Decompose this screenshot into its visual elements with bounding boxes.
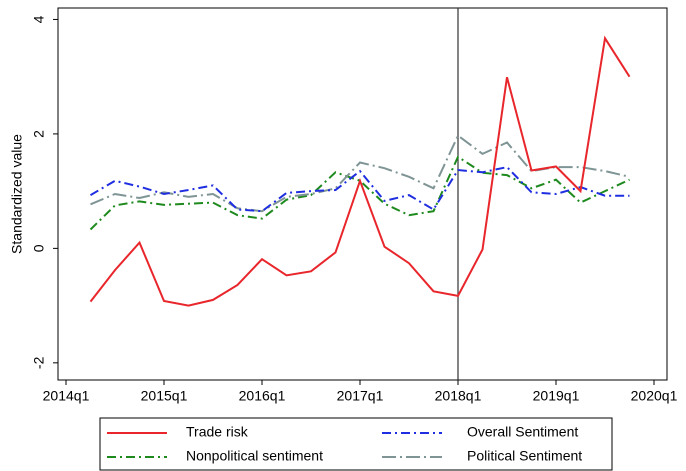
x-tick-label: 2016q1 — [239, 388, 286, 404]
legend-label: Overall Sentiment — [467, 424, 578, 440]
y-tick-label: 0 — [31, 244, 47, 252]
series-line — [89, 155, 630, 231]
series-line — [89, 166, 630, 213]
y-tick-label: -2 — [31, 356, 47, 369]
series-line — [89, 35, 631, 307]
legend-box — [99, 417, 613, 471]
x-tick-label: 2019q1 — [533, 388, 580, 404]
legend-label: Nonpolitical sentiment — [186, 448, 323, 464]
x-tick-label: 2014q1 — [43, 388, 90, 404]
legend-label: Trade risk — [186, 424, 249, 440]
x-tick-label: 2017q1 — [337, 388, 384, 404]
y-tick-label: 4 — [31, 15, 47, 23]
legend-label: Political Sentiment — [467, 448, 582, 464]
x-tick-label: 2015q1 — [141, 388, 188, 404]
y-axis-label: Standardized value — [9, 134, 25, 254]
y-tick-label: 2 — [31, 130, 47, 138]
x-tick-label: 2020q1 — [631, 388, 678, 404]
plot-frame — [57, 7, 668, 381]
x-tick-label: 2018q1 — [435, 388, 482, 404]
series-line — [90, 134, 630, 213]
